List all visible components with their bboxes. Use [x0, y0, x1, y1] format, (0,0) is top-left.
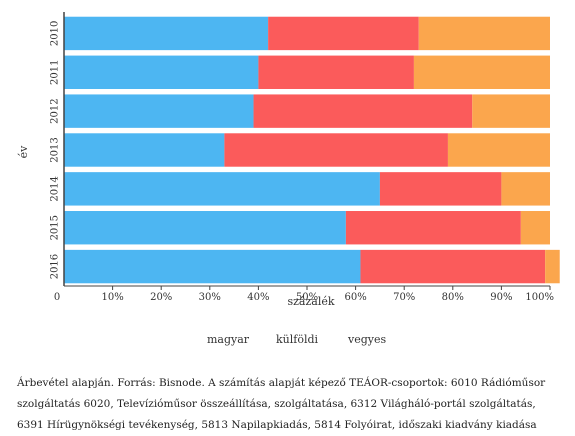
bar-2010-series-1: [268, 16, 419, 51]
category-label-2011: 2011: [50, 60, 61, 85]
legend-item-kulfoldi: külföldi: [276, 333, 319, 346]
legend-item-vegyes: vegyes: [348, 333, 387, 346]
bar-2015-series-1: [345, 211, 521, 245]
bar-2011-series-2: [413, 55, 550, 89]
x-axis-title: százalék: [287, 295, 334, 308]
bar-2016-series-2: [545, 249, 560, 284]
bar-2013-series-1: [224, 133, 448, 167]
x-tick-label: 90%: [490, 292, 512, 303]
bar-2016-series-0: [64, 249, 361, 284]
bar-2012-series-1: [253, 94, 473, 128]
category-label-2015: 2015: [50, 215, 61, 240]
category-label-2010: 2010: [50, 21, 61, 46]
legend-item-magyar: magyar: [207, 333, 250, 346]
bar-2014-series-0: [64, 172, 380, 206]
category-label-2013: 2013: [50, 137, 61, 162]
bar-2013-series-0: [64, 133, 225, 167]
stacked-bar-chart: év százalék 2010 2011 2012 2013 2014 2015 2016…: [17, 12, 560, 308]
x-tick-label: 20%: [150, 292, 172, 303]
x-tick-label: 30%: [199, 292, 221, 303]
bar-2014-series-2: [501, 172, 550, 206]
bar-2011-series-1: [258, 55, 414, 89]
x-tick-label: 60%: [344, 292, 366, 303]
x-tick-label: 70%: [393, 292, 415, 303]
category-label-2014: 2014: [50, 176, 61, 201]
x-tick-label: 0: [54, 292, 60, 303]
bar-2012-series-2: [472, 94, 550, 128]
x-tick-label: 50%: [296, 292, 318, 303]
y-axis-title: év: [17, 145, 30, 159]
source-caption: Árbevétel alapján. Forrás: Bisnode. A sz…: [17, 377, 546, 431]
legend: magyar külföldi vegyes: [0, 333, 575, 349]
bar-2010-series-2: [418, 16, 550, 51]
x-tick-label: 80%: [442, 292, 464, 303]
plot-area: 2010 2011 2012 2013 2014 2015 2016 0 10% 20% 30% 40…: [50, 12, 560, 303]
bar-2016-series-1: [360, 249, 546, 284]
category-label-2012: 2012: [50, 98, 61, 123]
bar-2014-series-1: [379, 172, 502, 206]
bar-2011-series-0: [64, 55, 259, 89]
bar-2010-series-0: [64, 16, 269, 51]
bar-2015-series-0: [64, 211, 346, 245]
bar-2012-series-0: [64, 94, 254, 128]
category-label-2016: 2016: [50, 254, 61, 279]
x-tick-label: 100%: [525, 292, 554, 303]
bar-2015-series-2: [520, 211, 550, 245]
x-tick-label: 10%: [101, 292, 123, 303]
bar-2013-series-2: [447, 133, 550, 167]
x-tick-label: 40%: [247, 292, 269, 303]
